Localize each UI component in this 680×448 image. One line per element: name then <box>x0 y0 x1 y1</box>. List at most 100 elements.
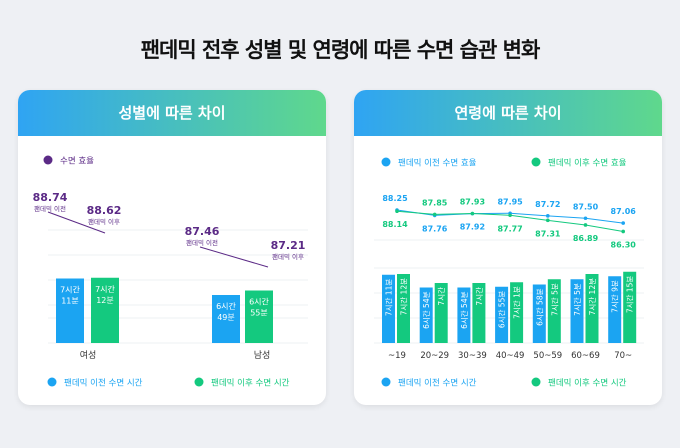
age-card-title: 연령에 따른 차이 <box>354 90 662 136</box>
efficiency-point <box>583 223 588 227</box>
bar-after <box>434 283 448 343</box>
bar-label: 7시간 12분 <box>399 278 409 315</box>
bar-label: 7시간 15분 <box>625 276 635 313</box>
legend-dot-icon <box>194 377 204 387</box>
bar-label: 6시간 54분 <box>421 291 431 328</box>
efficiency-value: 87.21 <box>271 239 306 252</box>
efficiency-value: 87.76 <box>422 224 448 233</box>
efficiency-value: 87.93 <box>460 198 485 207</box>
bar-label: 7시간 <box>474 287 484 306</box>
efficiency-value: 87.77 <box>497 224 522 233</box>
legend-dot-icon <box>381 157 391 167</box>
gender-card: 성별에 따른 차이 수면 효율 7시간 11분 7시간 12분 여성 6시간 49분 6시간 55… <box>18 90 326 405</box>
bar-label: 7시간 <box>95 284 115 294</box>
efficiency-label: 팬데믹 이전 <box>186 238 218 247</box>
efficiency-point <box>395 209 399 214</box>
efficiency-point <box>621 221 625 225</box>
bar-label: 55분 <box>250 309 268 318</box>
gender-card-title: 성별에 따른 차이 <box>18 90 326 136</box>
efficiency-value: 87.50 <box>573 202 599 211</box>
bar-after <box>585 274 599 343</box>
efficiency-point <box>583 216 588 221</box>
legend-dot-icon <box>381 377 391 387</box>
bar-label: 7시간 9분 <box>610 280 620 313</box>
efficiency-point <box>621 229 625 234</box>
bar-before <box>212 295 240 343</box>
bar-label: 49분 <box>217 313 235 322</box>
category-label: 여성 <box>80 349 97 361</box>
age-card: 연령에 따른 차이 팬데믹 이전 수면 효율 팬데믹 이후 수면 효율 88.25 8… <box>354 90 662 405</box>
efficiency-value: 87.06 <box>611 207 637 216</box>
legend-dot-icon <box>43 155 53 165</box>
efficiency-label: 팬데믹 이후 <box>88 217 120 226</box>
bar-before <box>382 274 395 343</box>
bar-after <box>510 282 524 343</box>
category-label: 남성 <box>254 350 271 361</box>
efficiency-value: 88.74 <box>33 191 68 204</box>
category-label: ~19 <box>388 351 406 361</box>
efficiency-point <box>546 218 550 223</box>
efficiency-value: 86.89 <box>573 234 599 243</box>
bar-label: 6시간 54분 <box>459 291 469 328</box>
category-label: 40~49 <box>496 351 525 361</box>
bar-after <box>623 271 637 343</box>
legend-label: 팬데믹 이후 수면 시간 <box>211 378 290 389</box>
efficiency-line <box>199 246 269 268</box>
legend-dot-icon <box>531 377 541 387</box>
bar-label: 7시간 1분 <box>512 286 522 319</box>
legend-label: 팬데믹 이전 수면 효율 <box>398 158 477 169</box>
efficiency-value: 87.72 <box>535 200 560 209</box>
bar-label: 6시간 <box>249 297 269 307</box>
bar-label: 7시간 12분 <box>587 278 597 315</box>
gender-chart: 수면 효율7시간11분7시간12분여성6시간49분6시간55분남성88.74팬데… <box>33 155 308 389</box>
page-title: 팬데믹 전후 성별 및 연령에 따른 수면 습관 변화 <box>140 38 541 62</box>
efficiency-point <box>508 213 512 218</box>
efficiency-point <box>546 214 550 218</box>
bar-label: 6시간 <box>216 301 236 311</box>
bar-label: 6시간 58분 <box>534 288 544 325</box>
legend-dot-icon <box>47 377 57 387</box>
age-chart: 팬데믹 이전 수면 효율 팬데믹 이후 수면 효율 88.25 88.14 7시간 11… <box>374 157 644 389</box>
efficiency-value: 87.95 <box>497 197 523 206</box>
efficiency-label: 팬데믹 이전 <box>34 204 66 213</box>
category-label: 30~39 <box>458 351 487 361</box>
legend-dot-icon <box>531 157 541 167</box>
bar-label: 11분 <box>61 297 79 306</box>
efficiency-value: 87.31 <box>535 229 561 238</box>
bar-label: 7시간 <box>436 287 446 306</box>
category-label: 50~59 <box>533 351 562 361</box>
bar-before <box>608 276 622 343</box>
category-label: 60~69 <box>571 351 600 361</box>
efficiency-value: 87.85 <box>422 198 448 207</box>
bar-after <box>245 290 273 343</box>
efficiency-point <box>432 212 437 217</box>
bar-label: 7시간 5분 <box>549 283 559 316</box>
legend-label: 팬데믹 이후 수면 효율 <box>548 158 627 169</box>
bar-after <box>397 274 410 343</box>
bar-label: 7시간 11분 <box>384 279 394 316</box>
bar-before <box>495 286 509 343</box>
efficiency-value: 88.62 <box>87 204 122 217</box>
efficiency-line <box>47 211 106 234</box>
efficiency-value: 88.14 <box>382 220 408 229</box>
bar-after <box>547 279 561 343</box>
legend-label: 수면 효율 <box>60 156 94 167</box>
legend-label: 팬데믹 이전 수면 시간 <box>398 378 477 389</box>
efficiency-point <box>470 211 475 216</box>
bar-after <box>472 283 486 343</box>
efficiency-value: 87.92 <box>460 223 485 232</box>
efficiency-value: 87.46 <box>185 225 220 238</box>
bar-label: 7시간 5분 <box>572 283 582 316</box>
efficiency-value: 88.25 <box>382 194 408 203</box>
category-label: 70~ <box>614 351 632 361</box>
legend-label: 팬데믹 이전 수면 시간 <box>64 378 143 389</box>
category-label: 20~29 <box>420 351 449 361</box>
efficiency-value: 86.30 <box>611 240 637 249</box>
bar-label: 12분 <box>96 296 114 305</box>
bar-before <box>56 278 84 343</box>
bar-before <box>457 287 471 343</box>
bar-after <box>91 277 119 343</box>
bar-before <box>532 284 546 343</box>
bar-label: 6시간 55분 <box>497 291 507 328</box>
bar-before <box>570 279 584 343</box>
